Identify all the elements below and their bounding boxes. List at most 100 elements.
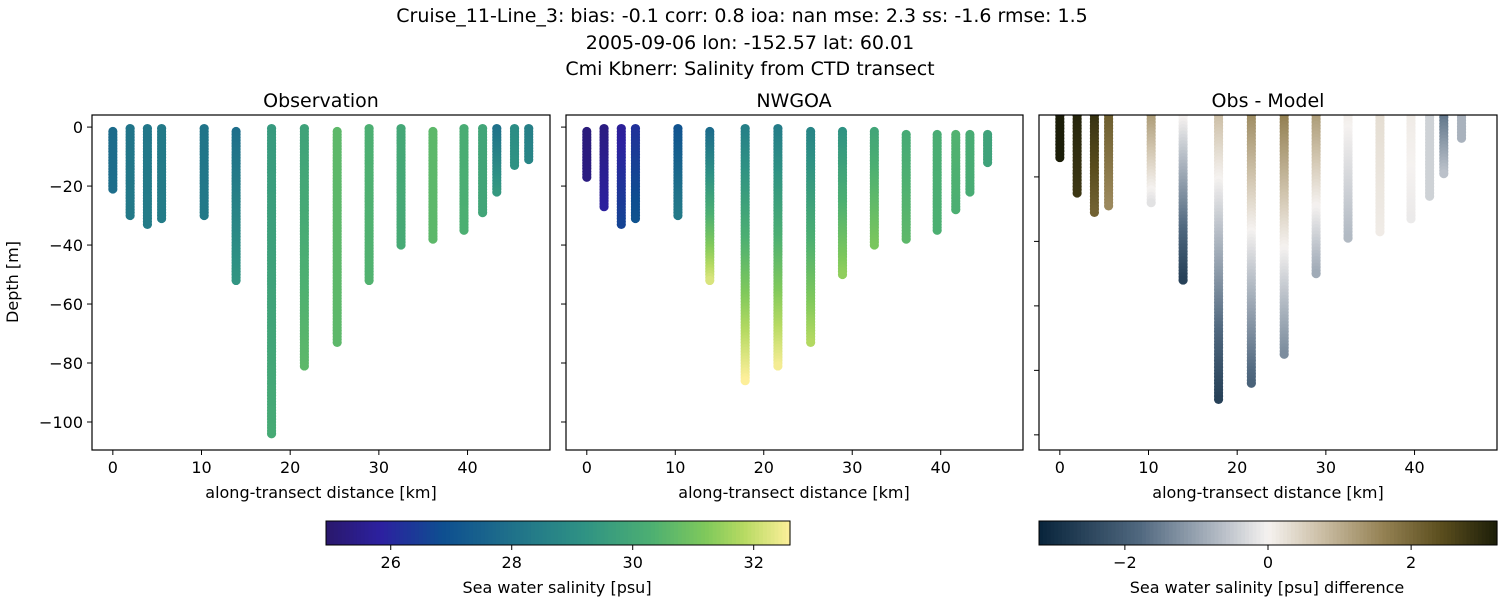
data-point xyxy=(630,213,641,224)
data-point xyxy=(428,234,438,244)
data-point xyxy=(157,213,167,224)
colorbar-segment xyxy=(1191,521,1197,545)
y-tick-label: 0 xyxy=(73,118,83,137)
colorbar-segment xyxy=(1409,521,1414,545)
axes-frame xyxy=(1038,114,1498,451)
colorbar-segment xyxy=(496,521,501,545)
colorbar-segment xyxy=(1241,521,1246,545)
colorbar-segment xyxy=(1279,521,1284,545)
colorbar-segment xyxy=(1355,521,1361,545)
colorbar-segment xyxy=(1317,521,1323,545)
colorbar-segment xyxy=(484,521,489,545)
colorbar-segment xyxy=(480,521,486,545)
x-axis-label: along-transect distance [km] xyxy=(1152,483,1383,502)
colorbar-tick-label: 26 xyxy=(381,553,401,572)
x-tick-label: 20 xyxy=(280,458,300,477)
colorbar-segment xyxy=(360,521,366,545)
data-point xyxy=(616,219,626,230)
colorbar-segment xyxy=(635,521,640,545)
data-point xyxy=(599,202,609,212)
colorbar-segment xyxy=(1050,521,1055,545)
colorbar-1: −2 0 2 xyxy=(1038,520,1498,572)
colorbar-segment xyxy=(577,521,582,545)
data-point xyxy=(1178,275,1188,285)
data-point xyxy=(509,160,520,171)
panel-0: 0 10 20 30 40 0 −20 −40 −60 −80 −100 xyxy=(39,114,551,477)
suptitle-line-1: Cruise_11-Line_3: bias: -0.1 corr: 0.8 i… xyxy=(396,5,1087,27)
data-point xyxy=(231,275,241,286)
suptitle-line-2: 2005-09-06 lon: -152.57 lat: 60.01 xyxy=(586,32,914,54)
colorbar-segment xyxy=(627,521,633,545)
data-point xyxy=(806,337,816,347)
colorbar-segment xyxy=(623,521,629,545)
colorbar-segment xyxy=(1153,521,1158,545)
colorbar-segment xyxy=(766,521,772,545)
colorbar-segment xyxy=(1325,521,1330,545)
y-axis-label: Depth [m] xyxy=(3,241,22,323)
colorbar-segment xyxy=(693,521,698,545)
data-point xyxy=(332,337,342,347)
data-point xyxy=(478,208,488,218)
data-point xyxy=(965,187,975,197)
colorbar-segment xyxy=(1493,521,1498,545)
data-point xyxy=(299,361,309,371)
data-points xyxy=(108,123,534,439)
colorbar-segment xyxy=(689,521,694,545)
colorbar-segment xyxy=(1107,521,1113,545)
colorbar-segment xyxy=(1046,521,1052,545)
data-point xyxy=(932,225,942,235)
x-tick-label: 40 xyxy=(931,458,951,477)
colorbar-segment xyxy=(755,521,760,545)
colorbar-segment xyxy=(1313,521,1319,545)
colorbar-segment xyxy=(523,521,528,545)
colorbar-segment xyxy=(1248,521,1254,545)
colorbar-segment xyxy=(1164,521,1170,545)
colorbar-segment xyxy=(364,521,370,545)
colorbar-segment xyxy=(670,521,675,545)
colorbar-segment xyxy=(1405,521,1410,545)
x-tick-label: 20 xyxy=(1227,458,1247,477)
colorbar-segment xyxy=(1214,521,1219,545)
colorbar-segment xyxy=(534,521,540,545)
data-point xyxy=(1311,269,1321,279)
colorbar-segment xyxy=(770,521,776,545)
colorbar-segment xyxy=(384,521,389,545)
colorbar-tick-label: 30 xyxy=(623,553,643,572)
colorbar-segment xyxy=(1344,521,1349,545)
colorbar-segment xyxy=(662,521,667,545)
data-point xyxy=(199,210,209,221)
panel-1: 0 10 20 30 40 xyxy=(561,114,1024,477)
colorbar-segment xyxy=(426,521,431,545)
colorbar-segment xyxy=(1176,521,1181,545)
data-point xyxy=(492,187,502,197)
x-tick-label: 10 xyxy=(1138,458,1158,477)
colorbar-segment xyxy=(457,521,462,545)
colorbar-segment xyxy=(588,521,594,545)
colorbar-segment xyxy=(592,521,598,545)
colorbar-segment xyxy=(550,521,555,545)
colorbar-segment xyxy=(453,521,459,545)
panel-title-observation: Observation xyxy=(263,90,379,112)
data-point xyxy=(1406,214,1416,224)
colorbar-segment xyxy=(631,521,636,545)
colorbar-segment xyxy=(530,521,536,545)
colorbar-segment xyxy=(1260,521,1265,545)
colorbar-segment xyxy=(1451,521,1456,545)
colorbar-segment xyxy=(1134,521,1139,545)
colorbar-segment xyxy=(1393,521,1399,545)
data-point xyxy=(1146,198,1156,208)
colorbar-segment xyxy=(565,521,571,545)
colorbar-segment xyxy=(1268,521,1273,545)
colorbar-segment xyxy=(1222,521,1227,545)
x-axis-label: along-transect distance [km] xyxy=(678,483,909,502)
data-point xyxy=(837,269,848,280)
colorbar-segment xyxy=(1042,521,1048,545)
colorbar-segment xyxy=(341,521,346,545)
colorbar-segment xyxy=(1199,521,1204,545)
colorbar-segment xyxy=(724,521,729,545)
colorbar-segment xyxy=(519,521,524,545)
colorbar-segment xyxy=(619,521,625,545)
colorbar-segment xyxy=(1229,521,1235,545)
colorbar-segment xyxy=(1252,521,1258,545)
colorbar-segment xyxy=(391,521,397,545)
